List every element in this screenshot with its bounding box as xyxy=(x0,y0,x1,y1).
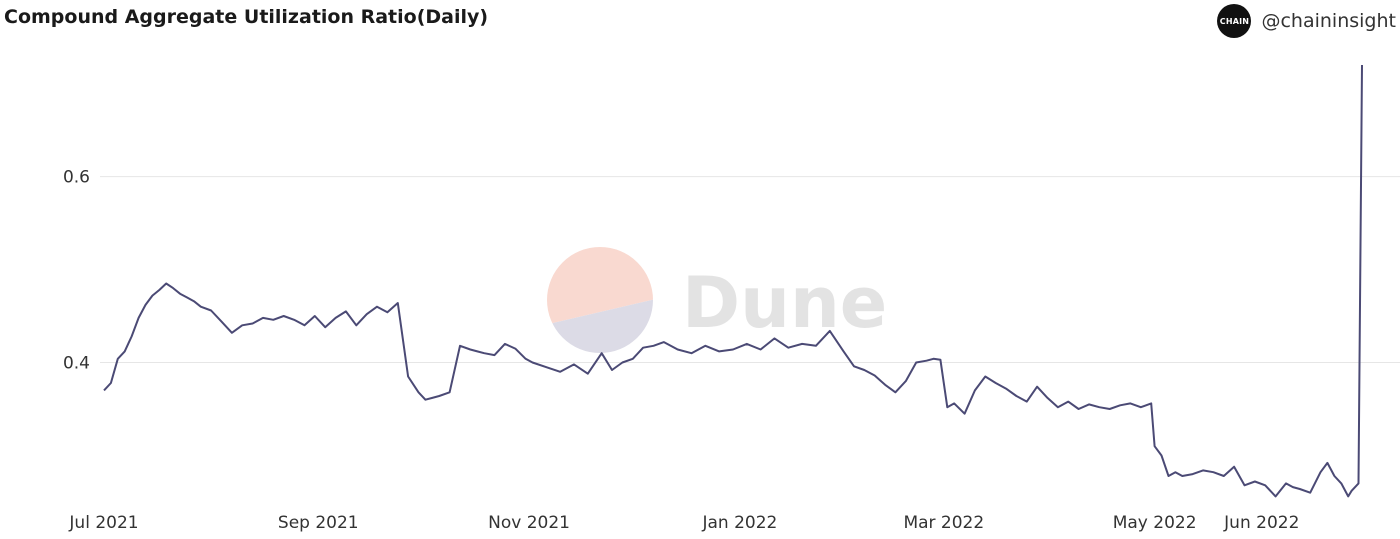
y-tick-label: 0.6 xyxy=(63,168,90,188)
y-tick-label: 0.4 xyxy=(63,354,90,374)
x-tick-label: Sep 2021 xyxy=(278,513,359,533)
watermark-text: Dune xyxy=(682,262,887,344)
brand: CHAIN @chaininsight xyxy=(1217,4,1396,38)
x-tick-label: May 2022 xyxy=(1113,513,1197,533)
x-tick-label: Jan 2022 xyxy=(701,513,777,533)
y-axis: 0.4 0.6 xyxy=(63,168,90,374)
x-tick-label: Mar 2022 xyxy=(903,513,984,533)
chart-title: Compound Aggregate Utilization Ratio(Dai… xyxy=(4,6,489,28)
x-tick-label: Jul 2021 xyxy=(68,513,138,533)
chain-logo-icon: CHAIN xyxy=(1217,4,1252,38)
grid-lines xyxy=(100,176,1400,364)
dune-watermark: Dune xyxy=(547,247,887,353)
series-line xyxy=(103,64,1363,498)
x-axis: Jul 2021 Sep 2021 Nov 2021 Jan 2022 Mar 2022… xyxy=(68,513,1299,533)
brand-handle: @chaininsight xyxy=(1261,10,1396,32)
x-tick-label: Nov 2021 xyxy=(488,513,570,533)
dune-logo-top-icon xyxy=(547,247,653,326)
x-tick-label: Jun 2022 xyxy=(1223,513,1299,533)
